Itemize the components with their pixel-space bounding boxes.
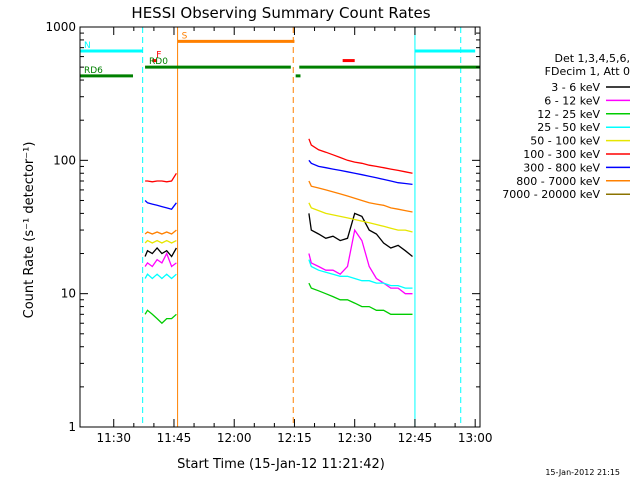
series-line xyxy=(308,180,413,213)
legend-entry-label: 6 - 12 keV xyxy=(544,94,600,107)
series-line xyxy=(308,138,413,174)
series-line xyxy=(308,228,413,295)
series-line xyxy=(144,229,177,235)
legend-entry-label: 3 - 6 keV xyxy=(551,81,600,94)
y-tick-label: 100 xyxy=(53,153,76,167)
flag-label-s: S xyxy=(182,31,188,41)
plot-frame xyxy=(79,26,481,428)
chart-title: HESSI Observing Summary Count Rates xyxy=(131,4,430,22)
series-line xyxy=(308,202,413,233)
y-tick-label: 1 xyxy=(68,420,76,434)
flag-label-rd0: RD0 xyxy=(149,57,168,67)
series-line xyxy=(308,212,413,258)
legend-entry-label: 50 - 100 keV xyxy=(530,135,600,148)
series-line xyxy=(144,273,177,280)
series-line xyxy=(144,200,177,210)
footer-date: 15-Jan-2012 21:15 xyxy=(545,468,620,477)
series-line xyxy=(144,309,177,325)
series-line xyxy=(308,259,413,289)
legend-entry-label: 800 - 7000 keV xyxy=(516,175,600,188)
series-line xyxy=(308,282,413,315)
series-line xyxy=(308,159,413,186)
flag-label-rd6: RD6 xyxy=(84,66,103,76)
series-lines xyxy=(144,138,413,325)
x-axis-label: Start Time (15-Jan-12 11:21:42) xyxy=(177,457,385,472)
series-line xyxy=(144,247,177,258)
legend-entry-label: 25 - 50 keV xyxy=(537,121,600,134)
x-tick-label: 12:00 xyxy=(217,431,252,445)
flag-label-n: N xyxy=(84,41,91,51)
legend-entry-label: 7000 - 20000 keV xyxy=(502,188,600,201)
x-tick-label: 12:30 xyxy=(337,431,372,445)
legend-entry-label: 12 - 25 keV xyxy=(537,108,600,121)
series-line xyxy=(144,251,177,268)
flag-label-f: F xyxy=(156,51,161,61)
legend-header: FDecim 1, Att 0 xyxy=(545,65,630,78)
x-tick-label: 11:30 xyxy=(96,431,131,445)
x-tick-label: 12:15 xyxy=(277,431,312,445)
legend-entry-label: 100 - 300 keV xyxy=(523,148,600,161)
series-line xyxy=(145,172,177,183)
y-tick-label: 1000 xyxy=(45,20,76,34)
y-axis-label: Count Rate (s⁻¹ detector⁻¹) xyxy=(22,142,37,319)
x-tick-label: 13:00 xyxy=(458,431,493,445)
legend-header: Det 1,3,4,5,6, xyxy=(554,52,630,65)
y-tick-label: 10 xyxy=(61,287,76,301)
series-line xyxy=(144,239,177,244)
x-tick-label: 11:45 xyxy=(157,431,192,445)
axis-ticks: 11:30 11:45 12:00 12:15 12:30 12:45 13:00 1 10 10… xyxy=(45,20,492,445)
legend: Det 1,3,4,5,6,FDecim 1, Att 0 3 - 6 keV6 … xyxy=(502,52,630,201)
x-tick-label: 12:45 xyxy=(398,431,433,445)
legend-entry-label: 300 - 800 keV xyxy=(523,161,600,174)
